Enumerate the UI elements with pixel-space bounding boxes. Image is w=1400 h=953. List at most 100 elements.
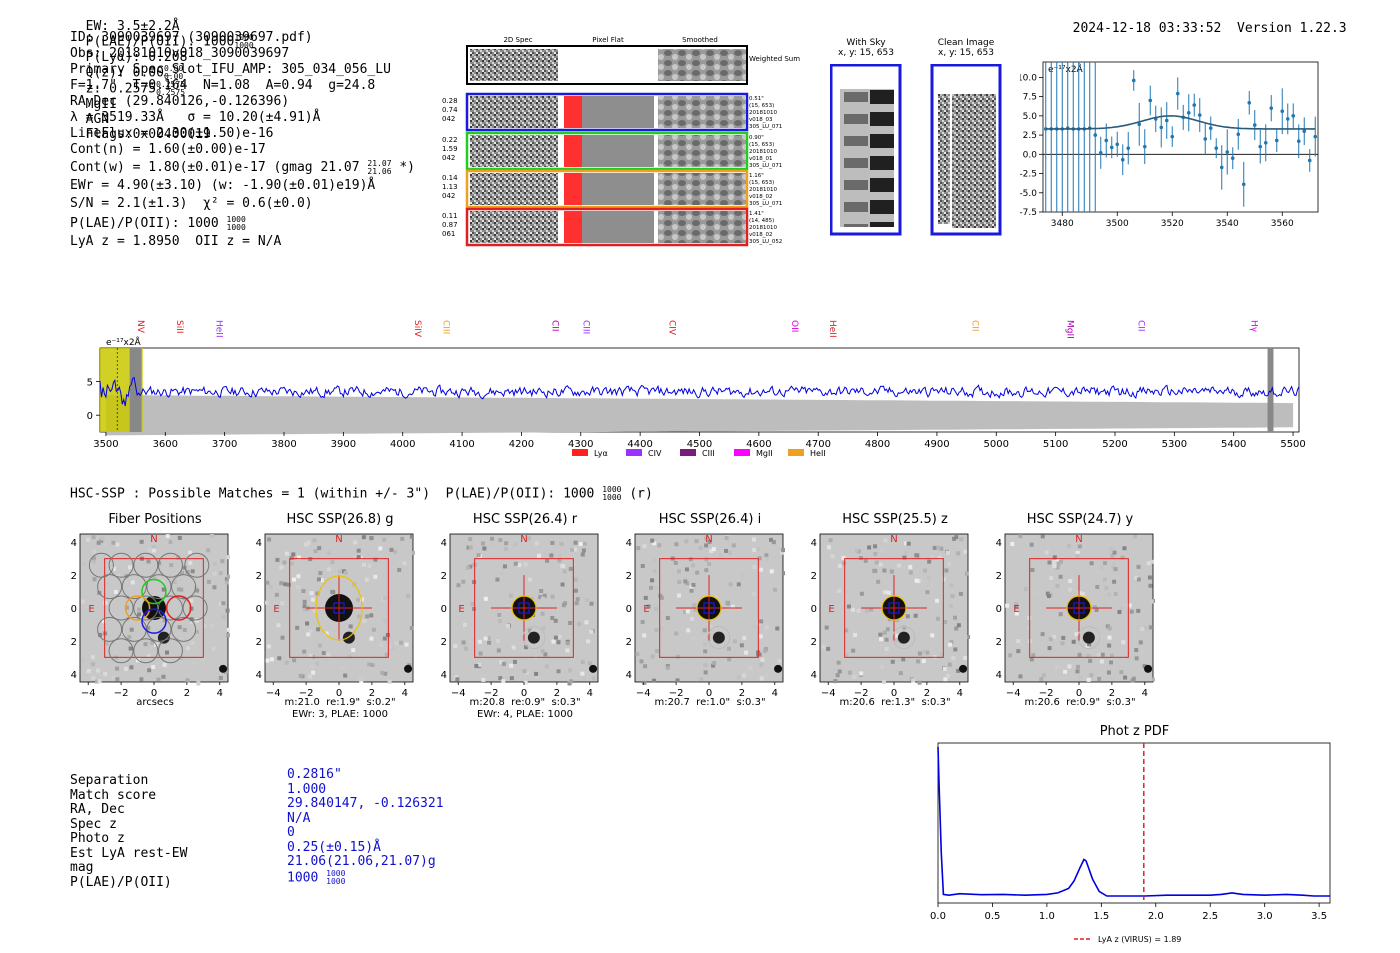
info-radec: RA,Dec (29.840126,-0.126396) [70,94,290,109]
photz-legend-label: LyA z (VIRUS) = 1.89 [1098,935,1181,944]
hsc-noise-pixel [1077,591,1082,596]
hsc-noise-pixel [468,564,473,569]
hsc-noise-pixel [781,571,785,576]
hsc-aperture-ellipse [1066,595,1092,621]
info-primary: Primary Spec_Slot_IFU_AMP: 305_034_056_L… [70,62,391,77]
hsc-noise-pixel [1088,658,1093,663]
hsc-noise-pixel [573,577,578,582]
hsc-noise-pixel [642,544,647,549]
fiber-row-right-label: v018_02 [749,232,773,238]
fiber-row-right-label: (15, 653) [749,180,774,186]
hsc-noise-pixel [947,662,952,667]
hsc-noise-pixel [495,577,500,582]
hsc-noise-pixel [543,652,548,657]
hsc-noise-pixel [306,540,311,545]
hsc-noise-pixel [677,569,682,574]
hsc-noise-pixel [206,579,211,584]
hsc-noise-pixel [1029,657,1034,662]
hsc-noise-pixel [99,652,104,657]
hsc-noise-pixel [852,674,857,679]
hsc-noise-pixel [550,594,555,599]
hsc-noise-pixel [470,601,475,606]
hsc-xtick-label: −4 [636,688,651,699]
hsc-noise-pixel [103,600,108,605]
hsc-noise-pixel [826,646,831,651]
hsc-noise-pixel [495,638,500,643]
hsc-noise-pixel [728,582,733,587]
photz-xtick-label: 2.0 [1148,911,1164,922]
hsc-noise-pixel [116,574,121,579]
hsc-edge-blob [959,664,968,673]
hsc-noise-pixel [221,615,226,620]
hsc-noise-pixel [114,638,119,643]
hsc-noise-pixel [165,534,170,539]
hsc-noise-pixel [674,631,679,636]
spectrum-line-label: NV [135,320,145,334]
hsc-noise-pixel [1095,584,1100,589]
hsc-noise-pixel [537,553,542,558]
detection-info: ID: 3090039697 (3090039697.pdf) Obs: 201… [70,30,415,250]
zoom-point [1186,110,1191,115]
spectrum-hgamma-highlight [1267,348,1274,432]
hsc-noise-pixel [1016,649,1021,654]
hsc-noise-pixel [752,564,757,569]
hsc-xtick-label: −4 [821,688,836,699]
hsc-noise-pixel [1113,591,1118,596]
hsc-noise-pixel [739,643,744,648]
hsc-neighbor-aperture [707,626,731,650]
hsc-noise-pixel [226,627,230,632]
fiber-row-right-label: 0.51" [749,96,764,102]
hsc-noise-pixel [704,557,709,562]
hsc-noise-pixel [695,570,700,575]
fiber-row-smoothed [658,96,746,128]
fiber-row-smoothed [658,135,746,167]
zoom-point [1313,134,1318,139]
line-zoom-chart: e⁻¹⁷x2Å 3480 3500 3520 3540 3560 -7.5 -5.0 -2.5… [1020,61,1319,229]
fiber-row-left-label: 0.22 [442,136,458,144]
spectrum-ytick-label: 5 [87,378,93,389]
hsc-noise-pixel [704,568,709,573]
hsc-noise-pixel [723,548,728,553]
hsc-noise-pixel [1133,534,1138,539]
hsc-noise-pixel [128,646,133,651]
hsc-noise-pixel [356,597,361,602]
hsc-noise-pixel [730,604,735,609]
fiber-position-circle [88,552,114,578]
fiber-row-right-label: 20181010 [749,187,777,193]
header-ew: EW: 3.5±2.2Å [85,19,180,34]
hsc-noise-pixel [364,577,369,582]
hsc-noise-pixel [557,553,562,558]
spectrum-line-label: Hγ [1248,320,1258,333]
spectrum-line-label: CIV [667,320,677,336]
hsc-noise-pixel [780,550,785,555]
hsc-xtick-label: −4 [266,688,281,699]
spectrum-line [99,376,1300,407]
hsc-noise-pixel [908,570,913,575]
hsc-noise-pixel [317,643,322,648]
hsc-noise-pixel [930,633,935,638]
hsc-noise-pixel [327,551,332,556]
hsc-noise-pixel [189,598,194,603]
hsc-panel-title: HSC SSP(26.4) i [658,512,762,527]
hsc-panel-caption: m:20.7 re:1.0" s:0.3" [654,697,766,708]
spectrum-xtick-label: 3600 [153,439,178,450]
hsc-noise-pixel [455,677,460,682]
spectrum-xtick-label: 4100 [449,439,474,450]
hsc-noise-pixel [1106,670,1111,675]
hsc-noise-pixel [362,619,367,624]
hsc-noise-pixel [883,590,888,595]
hsc-noise-pixel [573,540,578,545]
spectrum-legend-label: CIV [648,449,662,458]
hsc-noise-pixel [194,618,199,623]
hsc-noise-pixel [855,548,860,553]
hsc-noise-pixel [759,676,764,681]
hsc-noise-pixel [1109,660,1114,665]
hsc-noise-pixel [190,569,195,574]
hsc-noise-pixel [1112,579,1117,584]
hsc-noise-pixel [101,619,106,624]
hsc-noise-pixel [172,579,177,584]
hsc-noise-pixel [560,564,565,569]
hsc-noise-pixel [654,628,659,633]
hsc-noise-pixel [502,564,507,569]
hsc-neighbor-blob [1082,631,1095,644]
